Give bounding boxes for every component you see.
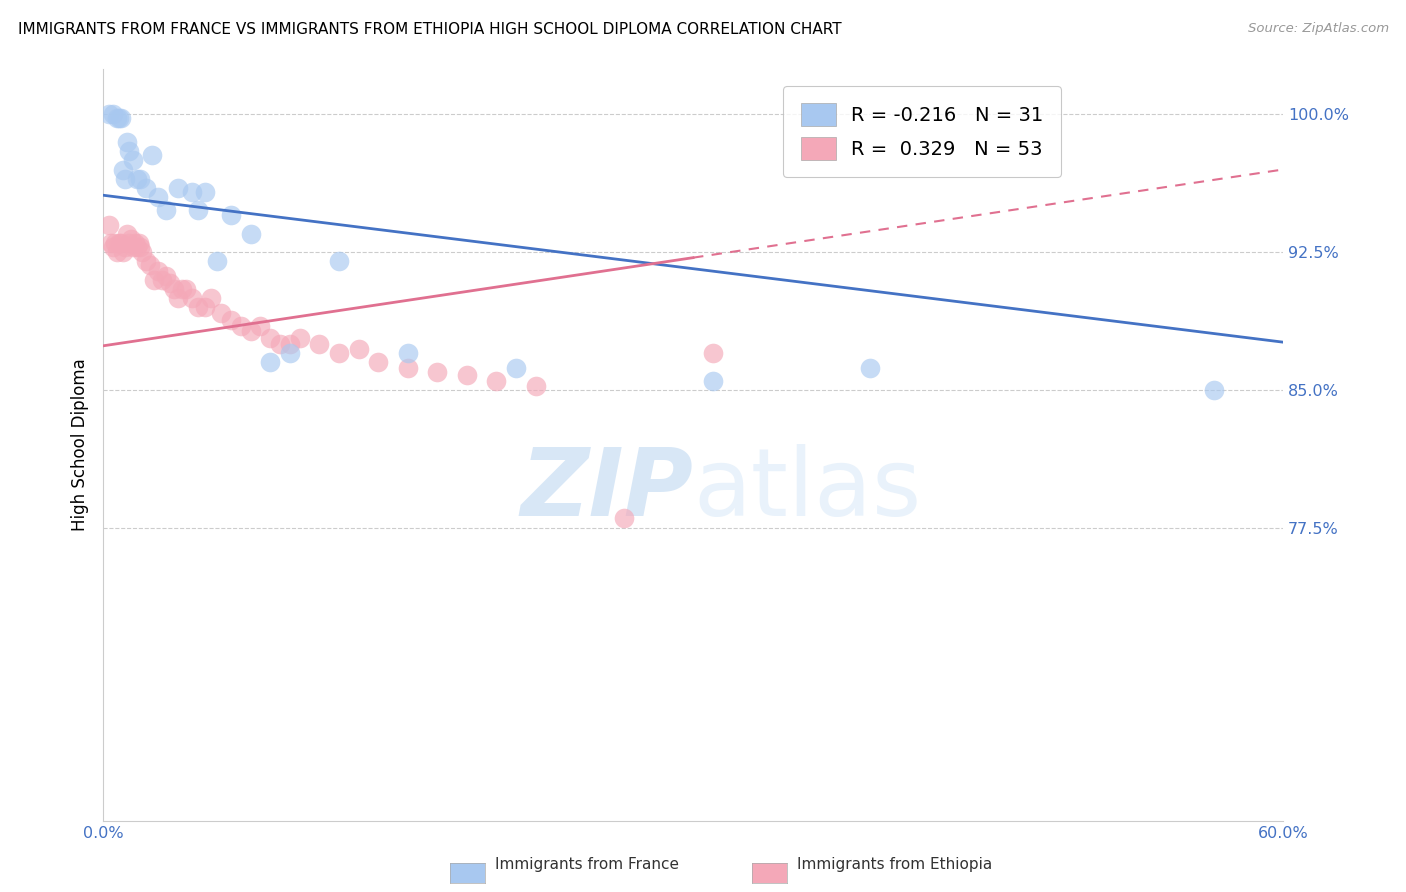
Point (613, 511, 636, 525)
Point (259, 355, 281, 369)
Point (98, 218, 121, 232)
Point (396, 346, 419, 360)
Point (101, 240, 124, 254)
Point (125, 171, 148, 186)
Text: Immigrants from Ethiopia: Immigrants from Ethiopia (797, 857, 993, 872)
Point (505, 360, 527, 375)
Point (219, 209, 242, 223)
Point (166, 181, 188, 195)
Point (269, 337, 291, 351)
Point (456, 368, 478, 383)
Point (135, 254, 157, 268)
Point (194, 185, 217, 199)
Point (108, 111, 131, 125)
Point (98, 107, 121, 121)
Point (163, 282, 186, 296)
Point (118, 235, 141, 250)
Point (131, 245, 153, 260)
Point (209, 306, 232, 320)
Point (120, 232, 142, 246)
Point (114, 240, 136, 254)
Point (249, 318, 271, 333)
Text: ZIP: ZIP (520, 444, 693, 536)
Point (186, 300, 208, 314)
Point (278, 337, 301, 351)
Point (139, 258, 162, 272)
Point (200, 291, 222, 305)
Point (328, 254, 350, 268)
Point (180, 291, 202, 305)
Point (111, 162, 134, 177)
Point (148, 263, 170, 277)
Text: Source: ZipAtlas.com: Source: ZipAtlas.com (1249, 22, 1389, 36)
Point (159, 277, 181, 291)
Point (128, 235, 150, 250)
Text: atlas: atlas (693, 444, 921, 536)
Point (485, 374, 508, 388)
Point (143, 273, 166, 287)
Point (180, 185, 202, 199)
Point (141, 148, 163, 162)
Point (101, 107, 124, 121)
Point (121, 240, 143, 254)
Point (702, 346, 724, 360)
Point (174, 282, 197, 296)
Point (105, 111, 128, 125)
Point (239, 227, 262, 241)
Point (205, 254, 228, 268)
Point (239, 324, 262, 338)
Point (148, 190, 170, 204)
Point (110, 235, 132, 250)
Point (129, 171, 152, 186)
Text: Immigrants from France: Immigrants from France (495, 857, 679, 872)
Point (100, 235, 122, 250)
Point (367, 355, 389, 369)
Point (125, 240, 148, 254)
Point (278, 346, 301, 360)
Point (104, 235, 127, 250)
Point (426, 365, 449, 379)
Point (105, 245, 128, 260)
Point (129, 240, 152, 254)
Point (155, 268, 177, 283)
Point (702, 374, 724, 388)
Point (115, 227, 138, 241)
Point (111, 245, 134, 260)
Point (308, 337, 330, 351)
Point (135, 181, 157, 195)
Point (166, 291, 188, 305)
Point (259, 331, 281, 345)
Point (150, 273, 173, 287)
Point (229, 318, 252, 333)
Point (1204, 383, 1226, 397)
Y-axis label: High School Diploma: High School Diploma (72, 359, 89, 532)
Point (170, 282, 193, 296)
Point (108, 235, 131, 250)
Point (110, 111, 132, 125)
Point (219, 313, 242, 327)
Text: IMMIGRANTS FROM FRANCE VS IMMIGRANTS FROM ETHIOPIA HIGH SCHOOL DIPLOMA CORRELATI: IMMIGRANTS FROM FRANCE VS IMMIGRANTS FRO… (18, 22, 842, 37)
Point (186, 202, 208, 217)
Point (114, 171, 136, 186)
Point (121, 153, 143, 168)
Point (115, 135, 138, 149)
Point (155, 202, 177, 217)
Point (328, 346, 350, 360)
Point (396, 360, 419, 375)
Point (859, 360, 882, 375)
Point (288, 331, 311, 345)
Point (524, 379, 547, 393)
Legend: R = -0.216   N = 31, R =  0.329   N = 53: R = -0.216 N = 31, R = 0.329 N = 53 (783, 86, 1062, 178)
Point (194, 300, 217, 314)
Point (118, 144, 141, 158)
Point (124, 235, 146, 250)
Point (347, 343, 370, 357)
